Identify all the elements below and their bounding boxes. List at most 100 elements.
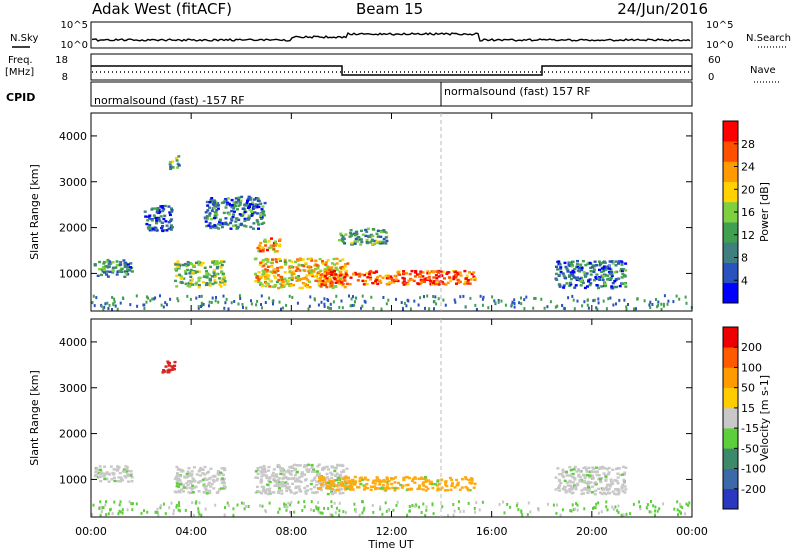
power-cell [203,217,207,220]
power-cell [313,264,317,267]
velocity-cell [391,486,395,489]
power-cell [426,270,430,273]
power-cell [594,277,598,281]
power-cell [369,276,373,280]
power-cell [584,263,588,267]
power-cell [238,213,242,216]
power-cell [323,282,327,285]
power-cell [184,270,187,273]
power-cell [313,297,316,301]
power-cell [214,205,218,208]
power-cell [466,279,470,282]
power-cell [326,306,329,310]
velocity-cell [256,467,260,470]
power-cell [448,276,451,279]
power-cell [662,304,665,308]
velocity-cell [537,508,540,512]
velocity-cell [118,503,121,507]
power-cell [365,230,369,233]
power-cell [261,261,265,264]
power-cell [587,280,591,283]
velocity-cell [328,479,332,483]
power-cell [315,264,319,267]
velocity-cell [614,505,617,509]
power-cell [288,266,292,270]
velocity-cell [359,482,363,486]
velocity-cell [197,470,201,473]
power-cell [259,214,263,217]
power-cell [412,279,416,283]
velocity-cell [590,470,594,473]
power-cell [581,281,585,285]
velocity-cell [340,470,344,474]
power-cell [617,260,621,264]
power-cell [348,294,350,298]
velocity-cell [222,467,226,470]
power-cell [473,278,477,281]
power-cell [621,272,625,276]
velocity-cell [276,484,280,488]
power-cell [230,198,234,202]
power-cell [619,267,623,271]
velocity-cell [191,484,195,487]
power-cell [190,262,194,266]
velocity-cell [312,478,316,481]
velocity-cell [166,371,170,374]
power-cell [267,240,271,243]
power-cell [146,219,150,222]
power-cell [385,277,389,280]
power-cell [685,301,688,305]
power-cell [459,274,463,277]
velocity-cell [207,477,211,481]
velocity-cell [304,464,308,467]
power-cell [596,277,600,280]
power-cell [212,260,216,263]
velocity-cell [394,476,398,479]
velocity-cell [436,488,440,492]
power-cell [290,271,294,275]
velocity-cell [420,477,424,480]
power-cell [381,230,385,233]
velocity-cell [205,492,209,495]
x-tick-label: 00:00 [75,525,107,538]
power-cell [349,231,353,235]
power-cell [330,281,334,284]
velocity-cell [568,490,572,493]
power-cell [352,272,356,276]
power-cell [348,283,352,286]
velocity-cell [331,513,334,517]
velocity-cell [279,472,283,476]
velocity-cell [338,509,341,513]
power-cell [410,269,414,273]
velocity-cell [576,508,579,512]
velocity-cell [425,505,428,509]
power-colorbar-swatch [723,282,738,304]
power-cell [584,273,588,277]
power-cell [213,201,216,204]
velocity-cell [676,508,679,512]
power-cell [435,302,438,306]
power-cell [370,239,374,243]
velocity-cell [293,480,297,483]
power-cell [456,278,460,282]
velocity-colorbar-swatch [723,367,738,388]
velocity-cell [191,491,195,494]
power-cell [608,267,612,270]
power-cell [230,209,234,213]
power-cell [109,262,113,265]
power-cell [617,262,620,265]
power-cell [523,307,526,311]
velocity-cell [313,476,317,480]
power-cell [278,238,282,241]
velocity-cell [222,484,226,488]
velocity-cell [371,503,374,507]
power-colorbar-tick-label: 28 [741,138,755,151]
power-cell [559,266,563,269]
velocity-cell [554,488,558,491]
velocity-cell [164,365,168,368]
power-cell [375,232,379,235]
power-cell [327,299,330,302]
velocity-cell [605,505,608,509]
cpid-segment-1: normalsound (fast) -157 RF [94,94,245,107]
power-cell [266,260,270,263]
